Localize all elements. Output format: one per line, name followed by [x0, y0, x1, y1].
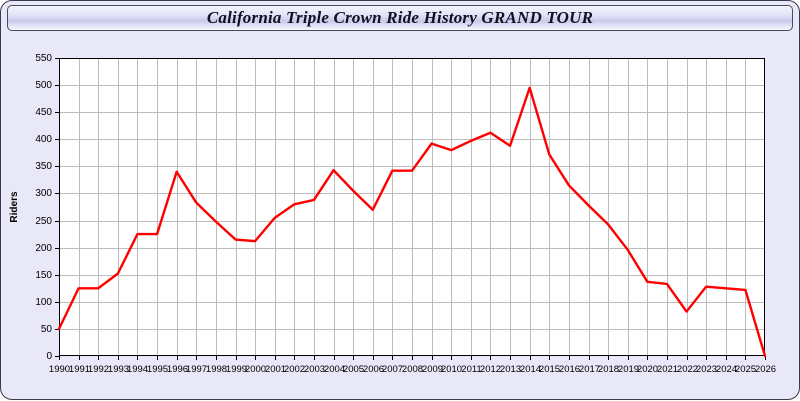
- plot-frame: [59, 58, 765, 356]
- x-tick-label: 2017: [579, 364, 600, 375]
- data-series-line: [57, 86, 767, 358]
- x-tick-label: 2018: [598, 364, 619, 375]
- x-tick-label: 2026: [755, 364, 776, 375]
- x-tick-label: 2013: [500, 364, 521, 375]
- x-tick-label: 2000: [245, 364, 266, 375]
- x-tick-label: 1992: [88, 364, 109, 375]
- y-tick-label: 0: [46, 351, 52, 362]
- x-tick-label: 1994: [127, 364, 148, 375]
- x-tick-label: 2024: [716, 364, 737, 375]
- x-tick-label: 2007: [382, 364, 403, 375]
- x-tick-label: 2008: [402, 364, 423, 375]
- x-tick-label: 1991: [69, 364, 90, 375]
- x-tick-label: 2010: [441, 364, 462, 375]
- x-tick-label: 2015: [539, 364, 560, 375]
- x-tick-label: 2011: [461, 364, 481, 375]
- x-tick-label: 2023: [696, 364, 717, 375]
- line-chart-svg: 0501001502002503003504004505005501990199…: [9, 53, 776, 375]
- y-tick-label: 550: [35, 53, 52, 64]
- y-tick-label: 200: [35, 243, 52, 254]
- x-tick-label: 2025: [735, 364, 756, 375]
- x-tick-label: 2016: [559, 364, 580, 375]
- x-tick-label: 2020: [637, 364, 658, 375]
- title-bar: California Triple Crown Ride History GRA…: [7, 5, 793, 31]
- x-tick-label: 2003: [304, 364, 325, 375]
- x-tick-label: 1993: [108, 364, 129, 375]
- x-tick-label: 2014: [520, 364, 541, 375]
- y-axis-title: Riders: [9, 191, 20, 223]
- x-tick-label: 1996: [167, 364, 188, 375]
- x-tick-label: 2006: [363, 364, 384, 375]
- x-tick-label: 2019: [618, 364, 639, 375]
- x-tick-label: 1997: [186, 364, 207, 375]
- x-tick-label: 2021: [657, 364, 678, 375]
- y-tick-label: 350: [35, 161, 52, 172]
- x-tick-label: 2009: [422, 364, 443, 375]
- x-tick-label: 1990: [49, 364, 70, 375]
- x-tick-label: 2004: [324, 364, 345, 375]
- y-tick-label: 300: [35, 188, 52, 199]
- y-tick-label: 400: [35, 134, 52, 145]
- x-tick-label: 1998: [206, 364, 227, 375]
- y-tick-label: 500: [35, 80, 52, 91]
- x-tick-label: 2001: [265, 364, 286, 375]
- y-tick-label: 150: [35, 270, 52, 281]
- y-tick-label: 250: [35, 216, 52, 227]
- x-tick-label: 1999: [226, 364, 247, 375]
- y-tick-label: 450: [35, 107, 52, 118]
- x-tick-label: 2002: [284, 364, 305, 375]
- x-tick-label: 2005: [343, 364, 364, 375]
- x-tick-label: 2012: [480, 364, 501, 375]
- x-tick-label: 1995: [147, 364, 168, 375]
- page-title: California Triple Crown Ride History GRA…: [206, 8, 594, 27]
- x-tick-label: 2022: [677, 364, 698, 375]
- y-tick-label: 50: [41, 324, 53, 335]
- y-tick-label: 100: [35, 297, 52, 308]
- plot-area: 0 50 100 150 200 250 300 350 400 450 500 550 1990 199…: [1, 33, 800, 401]
